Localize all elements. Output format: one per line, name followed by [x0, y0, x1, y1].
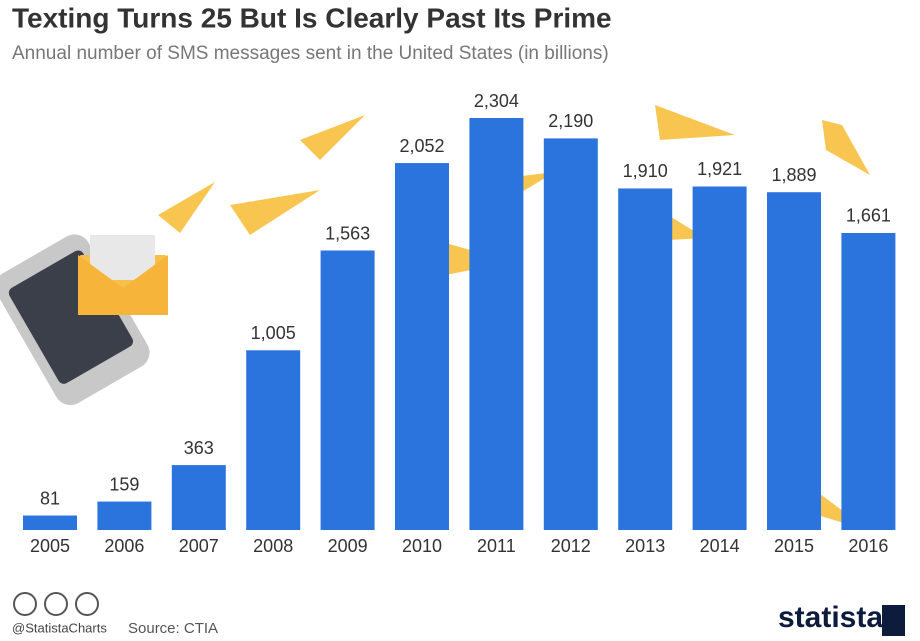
x-tick-label: 2005: [30, 536, 70, 556]
credit: @StatistaCharts: [12, 620, 107, 635]
bar: [395, 163, 449, 530]
bar: [171, 465, 226, 530]
x-tick-label: 2006: [104, 536, 144, 556]
x-tick-label: 2016: [848, 536, 888, 556]
value-label: 2,304: [474, 91, 519, 111]
chart-title: Texting Turns 25 But Is Clearly Past Its…: [12, 2, 612, 33]
brand-mark: [882, 605, 905, 636]
x-tick-label: 2010: [402, 536, 442, 556]
bar: [320, 250, 375, 531]
x-tick-label: 2007: [179, 536, 219, 556]
x-tick-label: 2012: [551, 536, 591, 556]
bar: [618, 188, 673, 530]
value-label: 2,052: [399, 136, 444, 156]
value-label: 1,563: [325, 223, 370, 243]
value-label: 363: [184, 438, 214, 458]
chart-subtitle: Annual number of SMS messages sent in th…: [12, 43, 609, 64]
bar: [841, 232, 896, 530]
bar: [23, 515, 77, 530]
value-label: 1,005: [251, 323, 296, 343]
license-icons: [13, 592, 99, 616]
value-label: 1,910: [623, 161, 668, 181]
phone-icon: [0, 234, 168, 406]
x-tick-label: 2014: [700, 536, 740, 556]
x-tick-label: 2011: [477, 536, 516, 556]
value-label: 81: [40, 488, 60, 508]
value-label: 1,889: [771, 165, 816, 185]
bar: [692, 186, 747, 530]
x-tick-label: 2009: [328, 536, 368, 556]
x-tick-label: 2015: [774, 536, 814, 556]
bar: [246, 350, 301, 530]
x-tick-label: 2008: [253, 536, 293, 556]
bar: [543, 138, 598, 530]
value-label: 1,921: [697, 159, 742, 179]
source: Source: CTIA: [128, 620, 218, 637]
bar: [469, 118, 524, 530]
bar: [767, 192, 821, 530]
value-label: 2,190: [548, 111, 593, 131]
x-tick-label: 2013: [625, 536, 665, 556]
bar: [97, 501, 152, 530]
value-label: 1,661: [846, 206, 891, 226]
brand-logo: statista: [778, 601, 883, 634]
value-label: 159: [109, 474, 139, 494]
